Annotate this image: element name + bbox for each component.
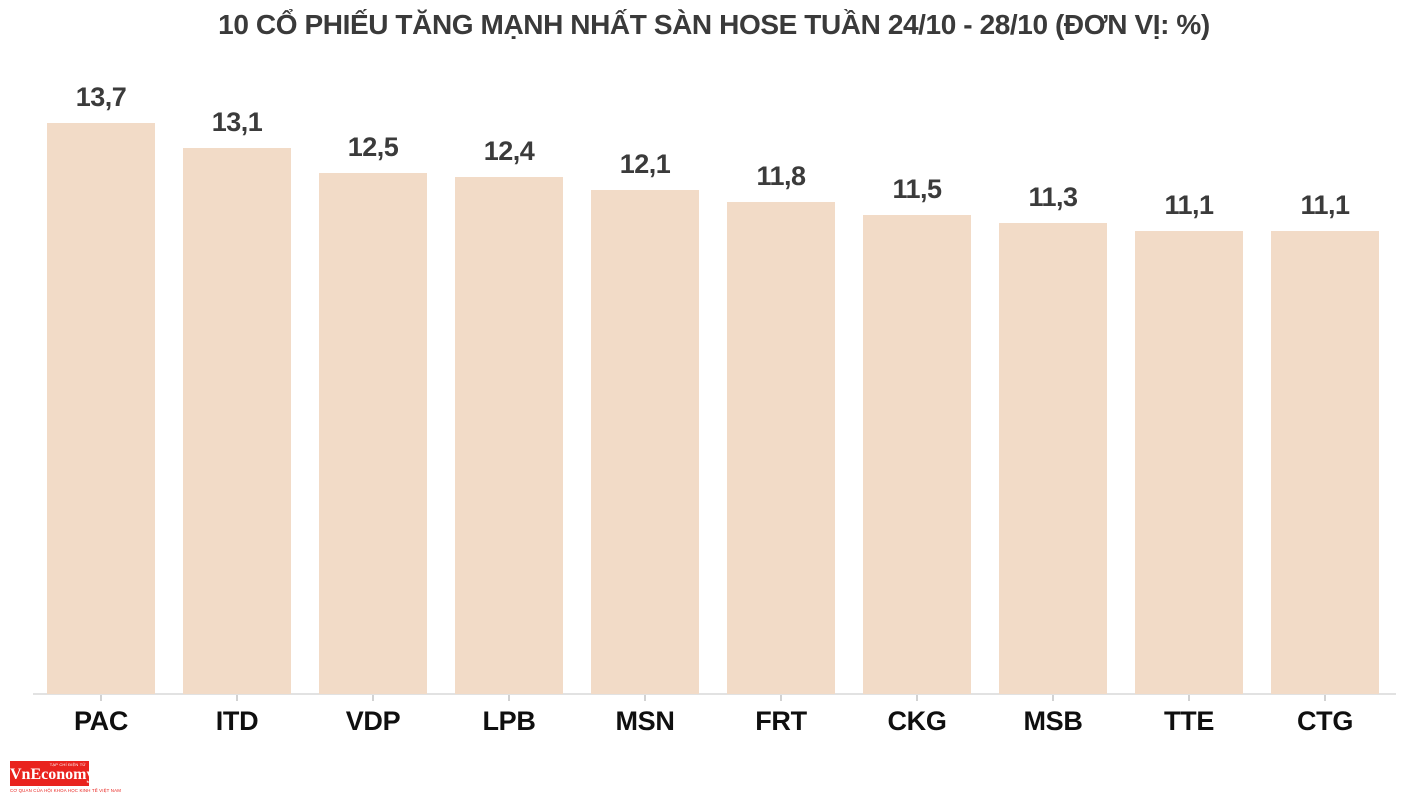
x-axis-tick-msb (1052, 695, 1054, 701)
vneconomy-logo: TẠP CHÍ ĐIỆN TỬ VnEconomy CƠ QUAN CỦA HỘ… (10, 761, 121, 793)
x-axis-tick-ckg (916, 695, 918, 701)
bar-tte (1135, 231, 1243, 694)
x-axis-tick-tte (1188, 695, 1190, 701)
x-axis-tick-msn (644, 695, 646, 701)
x-axis-tick-vdp (372, 695, 374, 701)
bar-value-label-ckg: 11,5 (892, 174, 942, 204)
bar-lpb (455, 177, 563, 694)
bar-value-label-lpb: 12,4 (483, 136, 535, 166)
bar-msn (591, 190, 699, 694)
x-axis-tick-ctg (1324, 695, 1326, 701)
category-label-frt: FRT (755, 706, 807, 736)
logo-wordmark: VnEconomy (10, 766, 95, 783)
x-axis-tick-itd (236, 695, 238, 701)
category-label-itd: ITD (215, 706, 259, 736)
bar-ctg (1271, 231, 1379, 694)
x-axis-line (33, 693, 1396, 695)
category-label-lpb: LPB (482, 706, 536, 736)
bar-pac (47, 123, 155, 694)
category-label-ckg: CKG (887, 706, 947, 736)
category-label-ctg: CTG (1296, 706, 1354, 736)
bar-frt (727, 202, 835, 694)
bar-vdp (319, 173, 427, 694)
bar-value-label-ctg: 11,1 (1300, 190, 1350, 220)
vneconomy-logo-box: TẠP CHÍ ĐIỆN TỬ VnEconomy (10, 761, 94, 786)
category-label-vdp: VDP (345, 706, 401, 736)
category-label-msn: MSN (615, 706, 675, 736)
x-axis-tick-pac (100, 695, 102, 701)
bar-value-label-msb: 11,3 (1028, 182, 1078, 212)
bar-value-label-tte: 11,1 (1164, 190, 1214, 220)
category-label-tte: TTE (1163, 706, 1215, 736)
bar-value-label-frt: 11,8 (756, 161, 806, 191)
category-label-pac: PAC (73, 706, 129, 736)
bar-itd (183, 148, 291, 694)
logo-top-label: TẠP CHÍ ĐIỆN TỬ (49, 762, 86, 767)
bar-value-label-msn: 12,1 (619, 149, 671, 179)
bar-msb (999, 223, 1107, 694)
x-axis-tick-lpb (508, 695, 510, 701)
x-axis-tick-frt (780, 695, 782, 701)
bar-value-label-vdp: 12,5 (347, 132, 399, 162)
bar-ckg (863, 215, 971, 694)
category-label-msb: MSB (1023, 706, 1083, 736)
bar-value-label-pac: 13,7 (75, 82, 127, 112)
chart-title: 10 CỔ PHIẾU TĂNG MẠNH NHẤT SÀN HOSE TUẦN… (218, 9, 1210, 40)
logo-tagline: CƠ QUAN CỦA HỘI KHOA HỌC KINH TẾ VIỆT NA… (10, 788, 121, 793)
bar-value-label-itd: 13,1 (211, 107, 263, 137)
